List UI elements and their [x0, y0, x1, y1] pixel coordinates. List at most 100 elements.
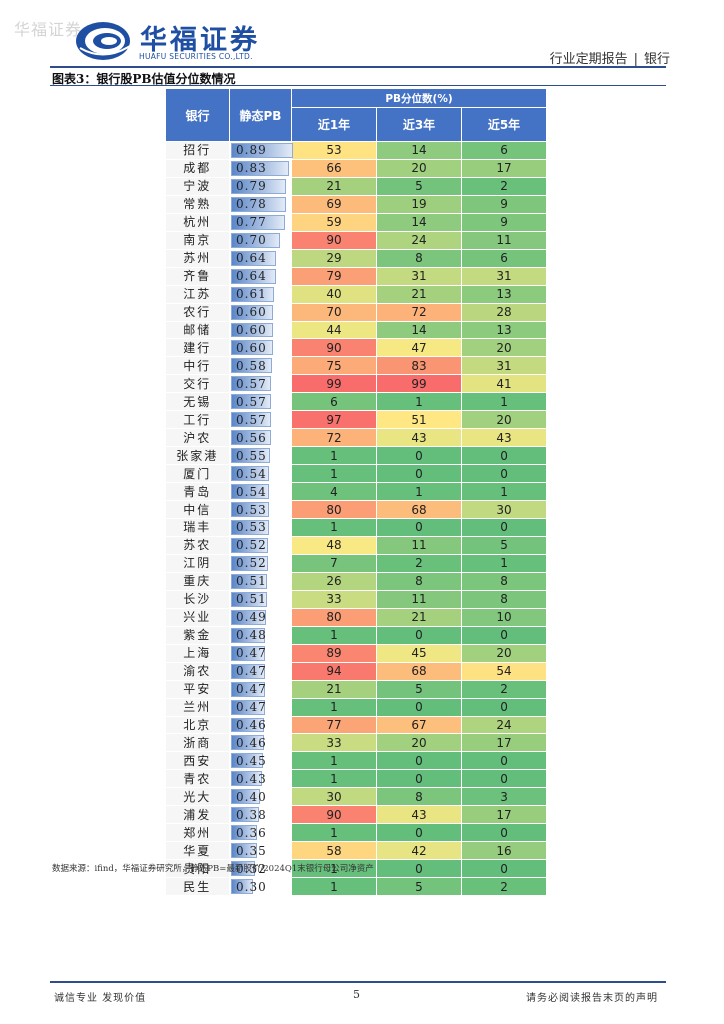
static-pb-value: 0.38 — [236, 807, 267, 822]
pb-data-bar — [231, 484, 269, 500]
quantile-y3-cell: 14 — [376, 141, 462, 160]
static-pb-value: 0.64 — [236, 251, 267, 266]
table-row: 邮储 0.60 44 14 13 — [165, 321, 548, 340]
pb-data-bar — [231, 394, 271, 410]
quantile-y5-cell: 8 — [461, 572, 548, 591]
pb-data-bar — [231, 232, 280, 248]
quantile-y3-cell: 21 — [376, 285, 462, 304]
quantile-y1-cell: 59 — [291, 213, 377, 232]
quantile-y3-cell: 24 — [376, 231, 462, 250]
bank-name: 张家港 — [165, 446, 230, 466]
pb-table-container: 银行 静态PB PB分位数(%) 近1年 近3年 近5年 招行 0.89 53 14 6… — [165, 88, 548, 897]
pb-quantile-table: 银行 静态PB PB分位数(%) 近1年 近3年 近5年 招行 0.89 53 14 6… — [165, 88, 548, 897]
quantile-y5-cell: 20 — [461, 338, 548, 358]
static-pb-value: 0.52 — [236, 538, 267, 553]
bank-name: 齐鲁 — [165, 267, 230, 286]
pb-data-bar — [231, 358, 272, 374]
quantile-y3-cell: 8 — [376, 787, 462, 807]
pb-data-bar — [231, 250, 276, 266]
table-row: 中行 0.58 75 83 31 — [165, 356, 548, 376]
quantile-y5-cell: 1 — [461, 482, 548, 502]
quantile-y5-cell: 28 — [461, 303, 548, 322]
pb-data-bar — [231, 555, 268, 571]
table-row: 浦发 0.38 90 43 17 — [165, 805, 548, 825]
quantile-y5-cell: 30 — [461, 500, 548, 520]
bank-name: 中行 — [165, 356, 230, 376]
data-source-note: 数据来源：ifind，华福证券研究所，静态PB=最新股价/2024Q1末银行母公… — [52, 864, 374, 874]
static-pb-value: 0.83 — [236, 161, 267, 176]
quantile-y3-cell: 0 — [376, 769, 462, 789]
brand-name: 华福证券 — [140, 25, 260, 56]
table-row: 上海 0.47 89 45 20 — [165, 644, 548, 663]
quantile-y1-cell: 33 — [291, 733, 377, 753]
table-row: 青农 0.43 1 0 0 — [165, 769, 548, 789]
static-pb-cell: 0.55 — [229, 446, 292, 466]
pb-data-bar — [231, 214, 285, 230]
quantile-y5-cell: 17 — [461, 805, 548, 825]
quantile-y1-cell: 72 — [291, 428, 377, 448]
pb-data-bar — [231, 771, 262, 787]
pb-data-bar — [231, 322, 273, 338]
quantile-y1-cell: 1 — [291, 446, 377, 466]
quantile-y3-cell: 0 — [376, 518, 462, 537]
quantile-y5-cell: 13 — [461, 285, 548, 304]
pb-data-bar — [231, 591, 267, 607]
bank-name: 江阴 — [165, 554, 230, 573]
static-pb-value: 0.54 — [236, 466, 267, 481]
quantile-y3-cell: 8 — [376, 249, 462, 268]
caption-rule — [50, 85, 666, 86]
quantile-y1-cell: 6 — [291, 392, 377, 412]
quantile-y1-cell: 1 — [291, 518, 377, 537]
report-header: 行业定期报告 | 银行 — [550, 48, 670, 67]
table-row: 紫金 0.48 1 0 0 — [165, 626, 548, 645]
quantile-y5-cell: 20 — [461, 410, 548, 430]
quantile-y1-cell: 53 — [291, 141, 377, 160]
header-separator: | — [633, 52, 638, 67]
quantile-y1-cell: 99 — [291, 374, 377, 394]
quantile-y5-cell: 17 — [461, 159, 548, 178]
bank-name: 江苏 — [165, 285, 230, 304]
static-pb-value: 0.52 — [236, 556, 267, 571]
static-pb-value: 0.49 — [236, 610, 267, 625]
bank-name: 上海 — [165, 644, 230, 663]
footer-slogan: 诚信专业 发现价值 — [54, 993, 147, 1004]
quantile-y3-cell: 14 — [376, 321, 462, 340]
static-pb-value: 0.47 — [236, 664, 267, 679]
pb-data-bar — [231, 825, 257, 841]
quantile-y3-cell: 20 — [376, 159, 462, 178]
static-pb-cell: 0.83 — [229, 159, 292, 178]
bank-name: 苏州 — [165, 249, 230, 268]
bank-name: 无锡 — [165, 392, 230, 412]
pb-data-bar — [231, 430, 271, 446]
quantile-y5-cell: 41 — [461, 374, 548, 394]
static-pb-cell: 0.47 — [229, 680, 292, 699]
report-type: 行业定期报告 — [549, 52, 628, 67]
pb-data-bar — [231, 663, 265, 679]
quantile-y3-cell: 0 — [376, 446, 462, 466]
quantile-y5-cell: 54 — [461, 662, 548, 681]
static-pb-value: 0.32 — [236, 861, 267, 876]
bank-name: 南京 — [165, 231, 230, 250]
pb-data-bar — [231, 735, 264, 751]
pb-data-bar — [231, 861, 255, 877]
quantile-y5-cell: 24 — [461, 716, 548, 735]
static-pb-value: 0.89 — [236, 143, 267, 158]
static-pb-value: 0.60 — [236, 323, 267, 337]
pb-data-bar — [231, 807, 259, 823]
pb-data-bar — [231, 627, 265, 643]
quantile-y1-cell: 80 — [291, 500, 377, 520]
huafu-logo-icon — [76, 22, 131, 60]
quantile-y5-cell: 2 — [461, 177, 548, 196]
quantile-y5-cell: 31 — [461, 267, 548, 286]
static-pb-value: 0.36 — [236, 825, 267, 840]
static-pb-cell: 0.58 — [229, 356, 292, 376]
static-pb-value: 0.60 — [236, 340, 267, 355]
pb-data-bar — [231, 143, 293, 158]
quantile-y3-cell: 83 — [376, 356, 462, 376]
static-pb-value: 0.47 — [236, 646, 267, 661]
quantile-y1-cell: 1 — [291, 877, 377, 897]
static-pb-value: 0.51 — [236, 574, 267, 589]
pb-data-bar — [231, 753, 263, 769]
quantile-y3-cell: 0 — [376, 823, 462, 843]
static-pb-cell: 0.53 — [229, 500, 292, 520]
